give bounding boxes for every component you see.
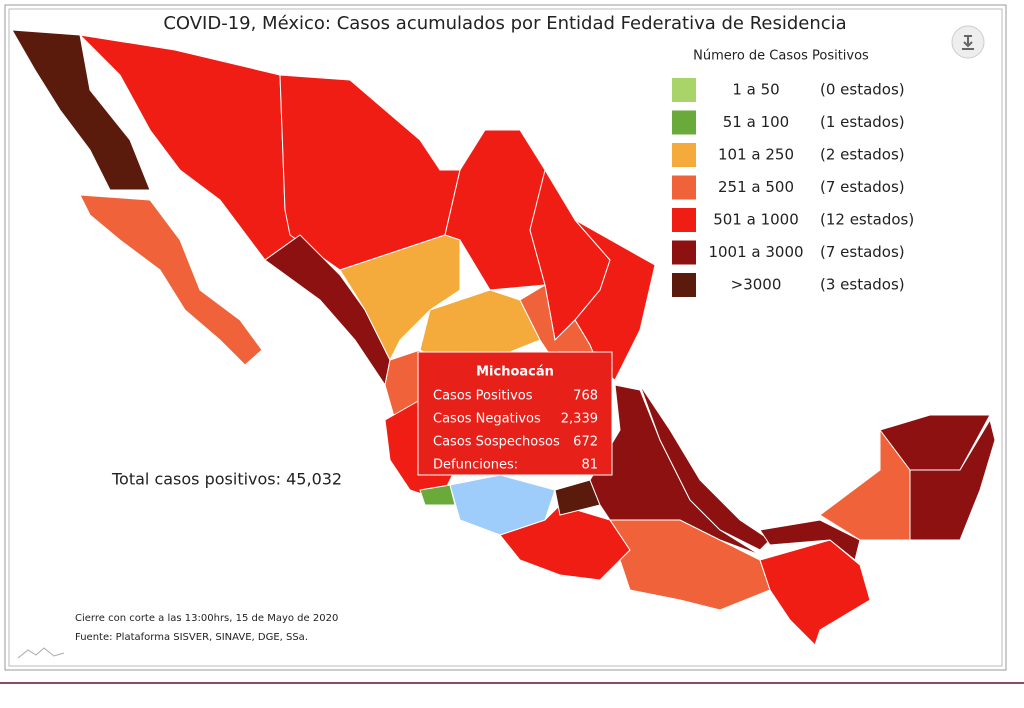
legend-range: 501 a 1000 bbox=[713, 211, 799, 229]
download-button[interactable] bbox=[951, 25, 985, 59]
tooltip-label: Defunciones: bbox=[433, 458, 518, 473]
total-cases: Total casos positivos: 45,032 bbox=[111, 470, 342, 489]
legend-count: (12 estados) bbox=[820, 211, 914, 229]
legend-swatch bbox=[672, 273, 696, 297]
map-title: COVID-19, México: Casos acumulados por E… bbox=[163, 13, 846, 34]
tooltip-label: Casos Sospechosos bbox=[433, 435, 560, 450]
state[interactable] bbox=[11, 29, 151, 191]
outer-frame bbox=[4, 4, 1007, 671]
legend: Número de Casos Positivos 1 a 50 (0 estad… bbox=[672, 49, 914, 297]
legend-count: (7 estados) bbox=[820, 178, 905, 196]
state[interactable] bbox=[759, 519, 861, 561]
state[interactable] bbox=[419, 484, 456, 506]
tooltip: Michoacán Casos Positivos 768 Casos Negati… bbox=[417, 351, 613, 476]
note: Fuente: Plataforma SISVER, SINAVE, DGE, … bbox=[75, 632, 308, 643]
legend-swatch bbox=[672, 175, 696, 200]
legend-range: 251 a 500 bbox=[718, 178, 794, 196]
legend-range: 51 a 100 bbox=[723, 113, 789, 131]
legend-range: 1001 a 3000 bbox=[708, 243, 803, 261]
legend-count: (2 estados) bbox=[820, 146, 905, 164]
tooltip-value: 81 bbox=[581, 458, 598, 473]
legend-range: 101 a 250 bbox=[718, 146, 794, 164]
state[interactable] bbox=[639, 384, 771, 551]
tooltip-value: 2,339 bbox=[561, 412, 598, 427]
legend-count: (0 estados) bbox=[820, 81, 905, 99]
legend-swatch bbox=[672, 78, 696, 102]
legend-range: 1 a 50 bbox=[732, 81, 779, 99]
states bbox=[11, 29, 996, 646]
legend-range: >3000 bbox=[731, 276, 782, 294]
note: Cierre con corte a las 13:00hrs, 15 de M… bbox=[75, 613, 338, 624]
inner-frame bbox=[8, 8, 1003, 667]
state[interactable] bbox=[519, 284, 601, 371]
legend-swatch bbox=[672, 208, 696, 232]
state[interactable] bbox=[879, 414, 991, 471]
tooltip-title: Michoacán bbox=[476, 365, 554, 380]
tooltip-value: 672 bbox=[573, 435, 598, 450]
legend-swatch bbox=[672, 110, 696, 135]
legend-count: (1 estados) bbox=[820, 113, 905, 131]
legend-count: (3 estados) bbox=[820, 276, 905, 294]
legend-title: Número de Casos Positivos bbox=[693, 49, 869, 64]
tooltip-label: Casos Positivos bbox=[433, 389, 533, 404]
tooltip-label: Casos Negativos bbox=[433, 412, 541, 427]
logo bbox=[17, 647, 65, 659]
state[interactable] bbox=[79, 194, 263, 366]
tooltip-value: 768 bbox=[573, 389, 598, 404]
legend-swatch bbox=[672, 143, 696, 167]
tooltip-box bbox=[417, 351, 613, 476]
legend-swatch bbox=[672, 240, 696, 265]
legend-count: (7 estados) bbox=[820, 243, 905, 261]
state[interactable] bbox=[909, 418, 996, 541]
